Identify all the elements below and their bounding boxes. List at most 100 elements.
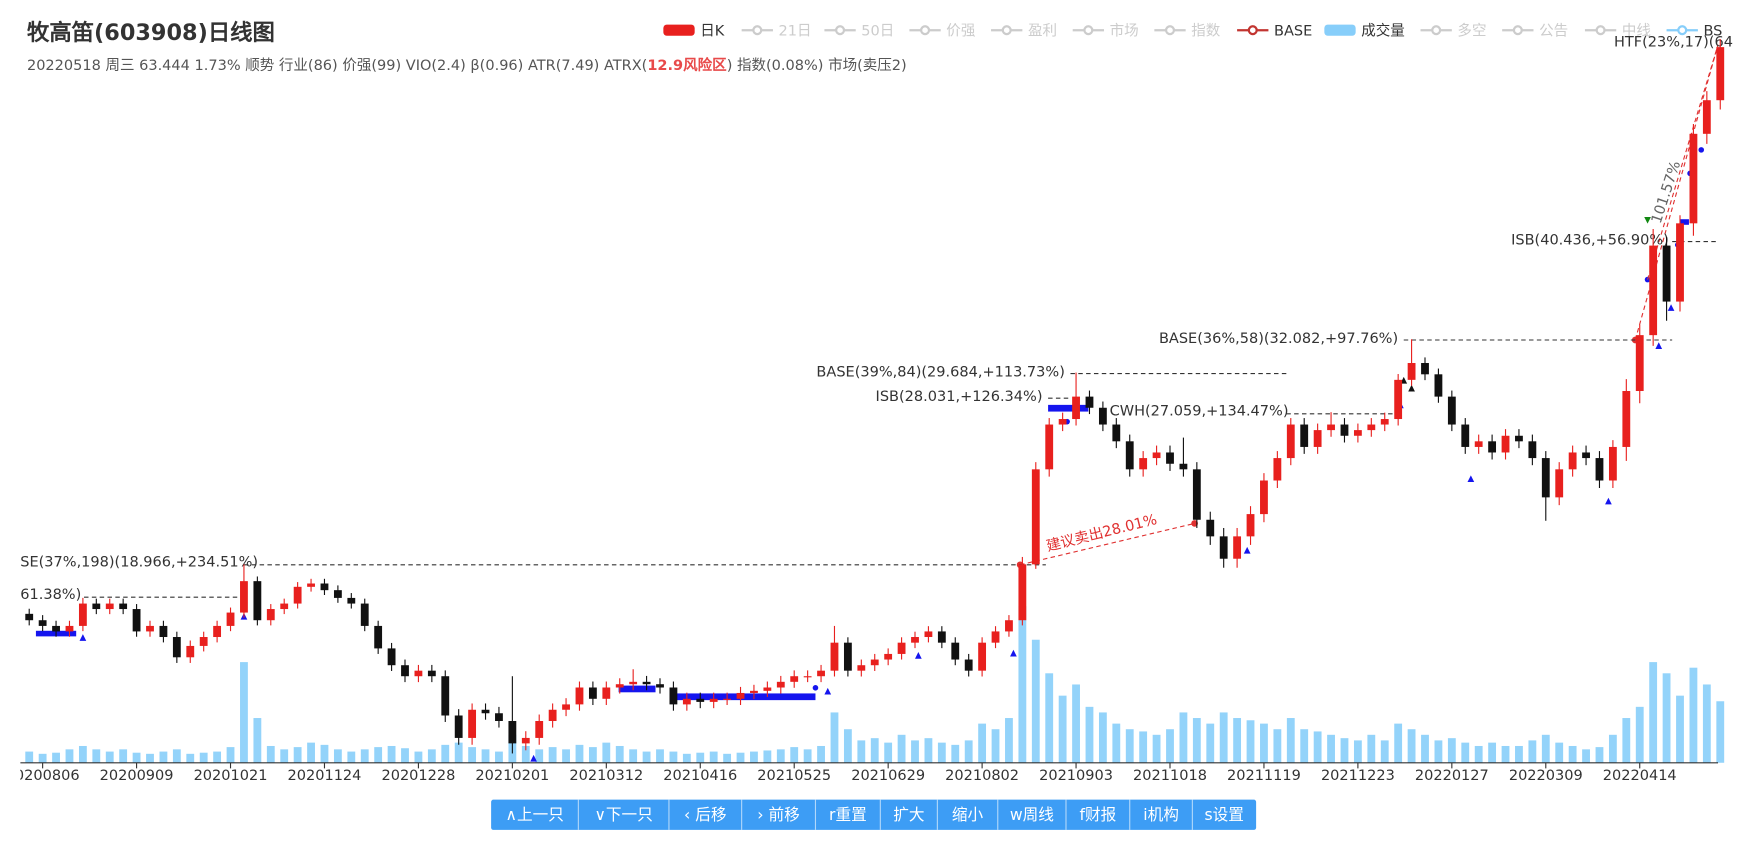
legend-item[interactable]: 公告: [1502, 22, 1568, 39]
toolbar-button[interactable]: r重置: [814, 799, 880, 830]
candle-body: [696, 698, 705, 702]
button-label[interactable]: ∧上一只: [506, 805, 564, 824]
annotation: ISB(40.436,+56.90%): [1511, 232, 1669, 248]
legend-item[interactable]: 价强: [909, 23, 975, 39]
volume-bar: [1219, 712, 1228, 763]
legend-item[interactable]: 成交量: [1324, 21, 1405, 39]
legend-item[interactable]: 市场: [1072, 22, 1139, 39]
toolbar-button[interactable]: s设置: [1191, 799, 1256, 830]
candle-body: [521, 737, 530, 744]
volume-bar: [843, 729, 852, 763]
volume-bar: [696, 752, 705, 763]
signal-triangle: [1644, 216, 1651, 224]
volume-bar: [870, 738, 879, 763]
candle-body: [870, 659, 879, 666]
x-tick-label: 20211018: [1133, 768, 1207, 784]
legend-swatch: [1431, 25, 1442, 36]
volume-bar: [1555, 742, 1564, 763]
button-label[interactable]: w周线: [1010, 805, 1054, 824]
legend-swatch: [1595, 25, 1606, 36]
button-label[interactable]: › 前移: [757, 805, 800, 824]
legend-swatch: [835, 25, 846, 36]
legend-label: 50日: [861, 23, 894, 39]
button-label[interactable]: ‹ 后移: [684, 805, 727, 824]
volume-bar: [401, 748, 409, 763]
legend-item[interactable]: 21日: [741, 23, 812, 39]
volume-bar: [454, 742, 463, 763]
legend-item[interactable]: 盈利: [991, 22, 1057, 39]
candle-body: [414, 670, 423, 677]
legend-swatch: [920, 25, 931, 36]
toolbar-button[interactable]: f财报: [1065, 799, 1130, 830]
volume-bar: [105, 751, 114, 763]
volume-bar: [240, 662, 248, 763]
legend-item[interactable]: 50日: [824, 23, 894, 39]
toolbar-button[interactable]: ∧上一只: [491, 800, 578, 830]
legend-swatch: [1164, 25, 1176, 36]
button-label[interactable]: r重置: [829, 805, 867, 824]
legend-item[interactable]: 多空: [1420, 22, 1487, 39]
button-label[interactable]: f财报: [1079, 805, 1116, 824]
annotation: BASE(39%,84)(29.684,+113.73%): [816, 364, 1064, 380]
candle-body: [468, 709, 477, 738]
button-label[interactable]: 缩小: [952, 805, 984, 824]
x-tick-label: 20220127: [1415, 768, 1489, 784]
button-label[interactable]: ∨下一只: [594, 805, 652, 824]
x-tick-label: 20220309: [1509, 768, 1583, 784]
legend-item[interactable]: 日K: [663, 23, 725, 39]
legend-item[interactable]: 指数: [1154, 22, 1221, 39]
candle-body: [1474, 441, 1483, 447]
volume-bar: [884, 742, 893, 763]
base-zone: [1680, 219, 1689, 225]
volume-bar: [1286, 718, 1295, 763]
volume-bar: [1139, 731, 1148, 763]
button-label[interactable]: s设置: [1205, 805, 1244, 824]
volume-bar: [1260, 723, 1268, 763]
candle-body: [1233, 536, 1242, 559]
candle-body: [454, 715, 463, 738]
volume-bar: [1313, 731, 1322, 763]
legend-item[interactable]: 中线: [1584, 22, 1651, 39]
candle-body: [1112, 424, 1121, 442]
legend-label: 盈利: [1028, 22, 1057, 39]
candle-body: [1327, 424, 1335, 431]
volume-bar: [427, 749, 436, 763]
x-tick-label: 20211119: [1227, 768, 1301, 784]
legend-item[interactable]: BS: [1666, 23, 1723, 39]
toolbar-button[interactable]: w周线: [997, 799, 1066, 830]
volume-bar: [1421, 734, 1429, 763]
toolbar-button[interactable]: ∨下一只: [577, 799, 669, 830]
volume-bar: [387, 745, 396, 763]
trend-line: [1647, 44, 1719, 280]
candle-body: [105, 603, 114, 610]
volume-bar: [1407, 729, 1416, 763]
volume-bar: [495, 751, 503, 763]
candle-body: [843, 642, 852, 671]
volume-bar: [1622, 718, 1631, 763]
candle-body: [266, 609, 275, 621]
x-tick-label: 20201124: [288, 768, 362, 784]
volume-bar: [1273, 729, 1282, 763]
x-tick-label: 20201228: [381, 768, 455, 784]
volume-bar: [1689, 667, 1698, 763]
candle-body: [1622, 391, 1631, 447]
toolbar-button[interactable]: i机构: [1129, 799, 1193, 830]
volume-bar: [1005, 718, 1013, 763]
legend-label: 日K: [700, 23, 725, 39]
candle-body: [1447, 396, 1456, 425]
toolbar-button[interactable]: ‹ 后移: [668, 799, 742, 830]
volume-bar: [776, 749, 785, 763]
volume-bar: [830, 712, 839, 763]
volume-bar: [1327, 734, 1335, 763]
button-label[interactable]: 扩大: [893, 805, 924, 824]
legend-swatch: [1324, 24, 1356, 36]
legend-item[interactable]: BASE: [1237, 23, 1312, 39]
volume-bar: [414, 751, 423, 763]
toolbar-button[interactable]: › 前移: [741, 799, 816, 830]
candle-body: [65, 625, 74, 632]
button-label[interactable]: i机构: [1143, 805, 1179, 824]
candle-body: [347, 597, 356, 604]
toolbar-button[interactable]: 缩小: [936, 799, 997, 830]
volume-bar: [1179, 712, 1188, 763]
toolbar-button[interactable]: 扩大: [879, 799, 937, 830]
